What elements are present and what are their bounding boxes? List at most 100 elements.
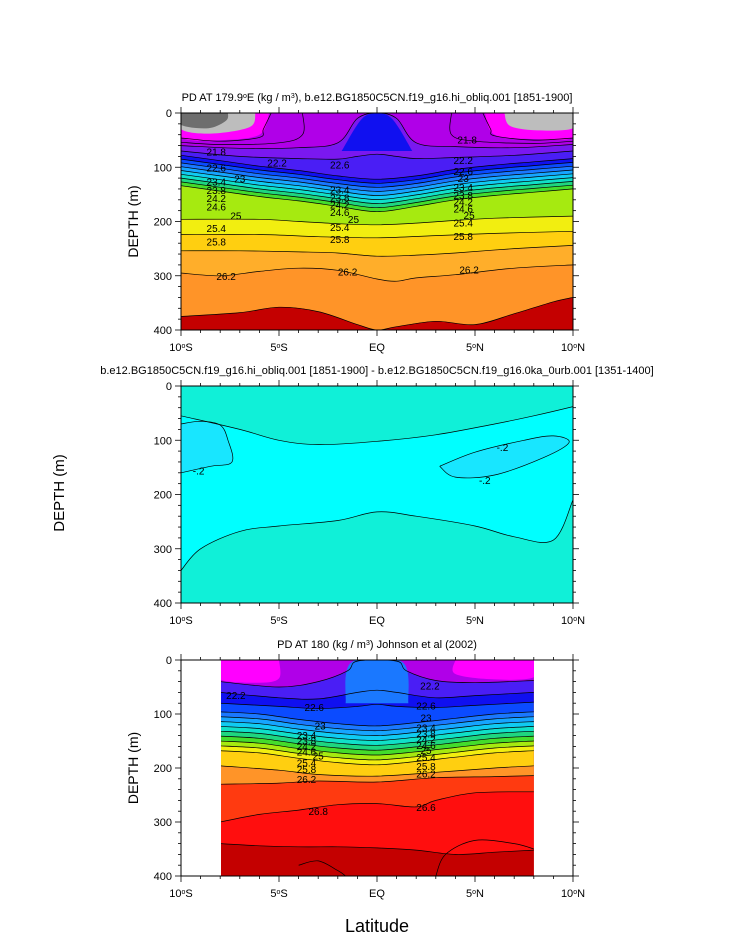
contour-line bbox=[221, 765, 534, 777]
contour-line bbox=[221, 726, 534, 741]
y-tick-label: 0 bbox=[166, 655, 172, 667]
contour-label: 22.2 bbox=[420, 681, 440, 692]
contour-line bbox=[221, 716, 534, 732]
contour-label: 24.6 bbox=[297, 747, 317, 758]
contour-line bbox=[482, 113, 573, 141]
contour-labels: 22.222.222.6 22.6232323.423.824.224.62523… bbox=[226, 681, 440, 818]
x-tick-label: 5oS bbox=[270, 888, 287, 900]
contour-label: 23.8 bbox=[416, 729, 436, 740]
contour-label: 23.8 bbox=[454, 191, 474, 202]
y-tick-label: 200 bbox=[154, 763, 172, 775]
contour-label: 22.2 bbox=[226, 691, 246, 702]
band-level bbox=[181, 264, 573, 330]
contour-line bbox=[181, 113, 272, 142]
y-tick-label: 300 bbox=[154, 817, 172, 829]
contour-line bbox=[181, 215, 573, 226]
contour-label: 25.8 bbox=[454, 232, 474, 243]
x-tick-label: 10oN bbox=[561, 888, 585, 900]
contour-line bbox=[221, 711, 534, 727]
y-axis: 0 100 200 300 400 bbox=[154, 108, 579, 337]
contour-line bbox=[449, 113, 573, 144]
band-gray-dark bbox=[181, 113, 229, 129]
contour-label: 23.4 bbox=[330, 186, 350, 197]
contour-label: 26.2 bbox=[338, 267, 358, 278]
contour-label: 24.6 bbox=[416, 741, 436, 752]
x-tick-label: EQ bbox=[369, 888, 385, 900]
x-tick-label: 5oN bbox=[466, 888, 484, 900]
y-tick-label: 100 bbox=[154, 435, 172, 447]
contour-labels: -.2 -.2 -.2 bbox=[193, 443, 509, 487]
contour-line bbox=[181, 162, 573, 188]
band-level bbox=[221, 775, 534, 822]
contour-line bbox=[181, 154, 573, 180]
contour-label: -.2 bbox=[479, 476, 491, 487]
contour-label: 24.2 bbox=[330, 201, 350, 212]
figure-x-axis-label: Latitude bbox=[345, 916, 409, 936]
contour-label: 23.8 bbox=[330, 194, 350, 205]
band-level bbox=[181, 185, 573, 225]
contour-line bbox=[435, 839, 534, 876]
contour-label: 25.4 bbox=[207, 224, 227, 235]
x-tick-label: 5oS bbox=[270, 342, 287, 354]
contour-label: 23 bbox=[420, 713, 432, 724]
contour-line bbox=[221, 721, 534, 736]
band-diff-bright bbox=[439, 435, 570, 478]
contour-field bbox=[221, 660, 534, 876]
band-diff-bright bbox=[181, 421, 233, 473]
y-tick-label: 400 bbox=[154, 598, 172, 610]
y-axis: 0 100 200 300 400 bbox=[154, 655, 579, 883]
contour-label: 22.6 bbox=[454, 167, 474, 178]
contour-label: 26.2 bbox=[459, 265, 479, 276]
x-tick-label: 10oS bbox=[169, 342, 193, 354]
contour-line bbox=[221, 745, 534, 761]
contour-line bbox=[221, 689, 534, 700]
contour-label: 26.2 bbox=[297, 775, 317, 786]
panel-title: PD AT 179.9oE (kg / m3), b.e12.BG1850C5C… bbox=[182, 92, 573, 104]
contour-label: 22.2 bbox=[454, 156, 474, 167]
band-level bbox=[181, 159, 573, 188]
contour-label: 25.8 bbox=[297, 765, 317, 776]
x-tick-label: EQ bbox=[369, 615, 385, 627]
band-magenta bbox=[221, 660, 281, 683]
panel-johnson-observed: 0 100 200 300 400 10oS 5oS EQ 5oN 10oN DEPTH (m) PD… bbox=[125, 639, 585, 900]
contour-label: 22.6 bbox=[305, 703, 325, 714]
panel-model-density: 0 100 200 300 400 10oS 5oS EQ 5oN 10oN DEPTH (m) PD… bbox=[125, 92, 585, 354]
contour-line bbox=[298, 860, 346, 876]
y-tick-label: 400 bbox=[154, 871, 172, 883]
contour-line bbox=[181, 245, 573, 257]
contour-line bbox=[181, 177, 573, 204]
panel-title: b.e12.BG1850C5CN.f19_g16.hi_obliq.001 [1… bbox=[100, 365, 653, 377]
x-tick-label: 10oS bbox=[169, 615, 193, 627]
band-level bbox=[181, 216, 573, 238]
contour-line bbox=[221, 791, 534, 823]
figure-y-axis-label: DEPTH (m) bbox=[51, 454, 68, 532]
contour-label: 23 bbox=[458, 174, 470, 185]
panel-title: PD AT 180 (kg / m3) Johnson et al (2002) bbox=[277, 639, 477, 651]
contour-label: 25.4 bbox=[297, 759, 317, 770]
contour-line bbox=[181, 173, 573, 200]
contour-line bbox=[181, 150, 573, 160]
y-tick-label: 100 bbox=[154, 709, 172, 721]
contour-field bbox=[181, 386, 573, 603]
contour-label: 25.8 bbox=[330, 235, 350, 246]
band-gray bbox=[504, 113, 573, 131]
contour-label: 25.4 bbox=[454, 219, 474, 230]
contour-label: 25 bbox=[230, 212, 242, 223]
contour-line bbox=[181, 166, 573, 192]
contour-line bbox=[221, 730, 534, 746]
contour-label: -.2 bbox=[497, 443, 509, 454]
y-tick-label: 0 bbox=[166, 108, 172, 120]
x-tick-label: 10oS bbox=[169, 888, 193, 900]
contour-label: 22.2 bbox=[267, 158, 287, 169]
contour-line bbox=[181, 499, 573, 571]
band-level bbox=[221, 791, 534, 855]
x-axis: 10oS 5oS EQ 5oN 10oN bbox=[169, 380, 585, 627]
contour-label: 25.4 bbox=[330, 223, 350, 234]
contour-line bbox=[181, 170, 573, 196]
panel-difference: 0 100 200 300 400 10oS 5oS EQ 5oN 10oN b.e12.BG185… bbox=[100, 365, 653, 627]
band-level bbox=[221, 750, 534, 777]
contour-label: 25.8 bbox=[207, 238, 227, 249]
contour-label: 25 bbox=[348, 215, 360, 226]
y-tick-label: 300 bbox=[154, 544, 172, 556]
contour-label: 23.8 bbox=[207, 186, 227, 197]
